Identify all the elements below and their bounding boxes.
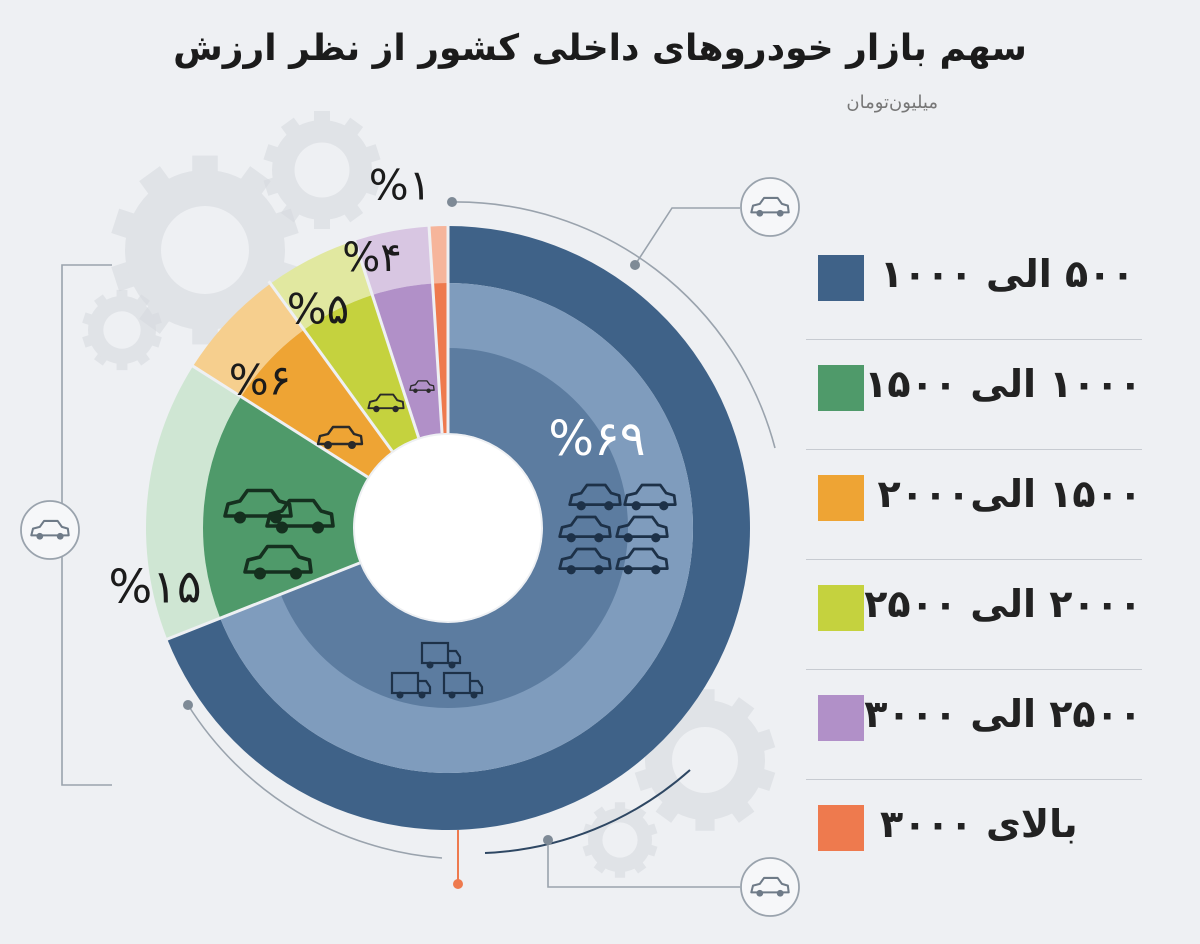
connector-line [547,840,740,888]
legend-label: ۵۰۰ الی ۱۰۰۰ [880,252,1135,296]
gear-icon [263,111,381,229]
connector-dot [183,700,193,710]
legend-label: ۱۰۰۰ الی ۱۵۰۰ [864,362,1142,406]
value-labels: %۶۹ %۱۵ %۶ %۵%۴ %۱ [108,161,645,614]
value-label: %۶ [229,356,291,405]
slice-outer-4 [270,240,373,330]
car-icon [409,380,435,393]
legend-swatch [818,475,864,521]
legend-label: ۲۰۰۰ الی ۲۵۰۰ [864,582,1142,626]
unit-subtitle: میلیون‌تومان [846,92,938,113]
legend-swatch [818,365,864,411]
value-label: %۱ [369,161,431,210]
slice-inner-core-1 [280,348,628,708]
truck-icon [442,671,484,699]
gear-icon [111,155,299,345]
slice-inner-3 [241,329,393,478]
slice-separator [189,363,369,479]
car-icon [750,876,790,897]
suv-icon [243,544,313,580]
legend-swatch [818,695,864,741]
truck-icon [390,671,432,699]
legend-item: ۱۵۰۰ الی۲۰۰۰ [806,450,1142,560]
slice-inner-4 [303,294,419,452]
legend: ۵۰۰ الی ۱۰۰۰ ۱۰۰۰ الی ۱۵۰۰ ۱۵۰۰ الی۲۰۰۰ ۲۰۰… [806,230,1142,890]
value-label: %۱۵ [108,560,201,614]
legend-label: ۱۵۰۰ الی۲۰۰۰ [877,472,1142,516]
legend-swatch [818,585,864,631]
legend-label: بالای ۳۰۰۰ [880,802,1078,846]
legend-item: ۲۵۰۰ الی ۳۰۰۰ [806,670,1142,780]
slice-inner-5 [372,283,443,438]
slice-outer-2 [146,366,242,640]
page-title: سهم بازار خودروهای داخلی کشور از نظر ارز… [173,28,1027,69]
legend-item: ۲۰۰۰ الی ۲۵۰۰ [806,560,1142,670]
donut-hole [355,435,541,621]
connector-dot [543,835,553,845]
slice-inner-6 [432,283,448,434]
arc-line [451,201,776,449]
connector-line [634,207,740,266]
sedan-icon [623,483,677,511]
sedan-icon [558,547,612,575]
slice-outer-6 [429,226,448,284]
car-badge [20,500,80,560]
vehicle-icons [223,380,677,699]
car-icon [367,393,405,413]
car-badge [740,177,800,237]
value-label: %۶۹ [548,411,645,467]
connector-dot [447,197,457,207]
truck-icon [420,641,462,669]
connector-dot [453,879,463,889]
gear-icon [82,289,162,371]
connector-dot [630,260,640,270]
slice-separator [352,237,421,439]
car-icon [30,519,70,540]
slice-outer-5 [354,226,433,295]
arc-line [187,704,443,859]
legend-swatch [818,805,864,851]
arc-line [484,769,691,854]
legend-label: ۲۵۰۰ الی ۳۰۰۰ [864,692,1142,736]
legend-item: ۵۰۰ الی ۱۰۰۰ [806,230,1142,340]
sedan-icon [568,483,622,511]
chart-slices [146,223,750,830]
sedan-icon [615,547,669,575]
gear-icon [582,802,658,878]
value-label: %۵ [287,285,349,334]
car-icon [750,196,790,217]
sedan-icon [558,515,612,543]
value-label: %۴ [342,235,402,281]
slice-separator [163,561,361,642]
truck-icon [316,425,364,449]
slice-outer-3 [193,283,304,397]
car-badge [740,857,800,917]
legend-item: بالای ۳۰۰۰ [806,780,1142,890]
decorations [20,111,800,917]
legend-swatch [818,255,864,301]
slice-separator [427,223,444,434]
legend-item: ۱۰۰۰ الی ۱۵۰۰ [806,340,1142,450]
sedan-icon [615,515,669,543]
suv-icon [265,498,335,534]
slice-separator [267,280,394,453]
